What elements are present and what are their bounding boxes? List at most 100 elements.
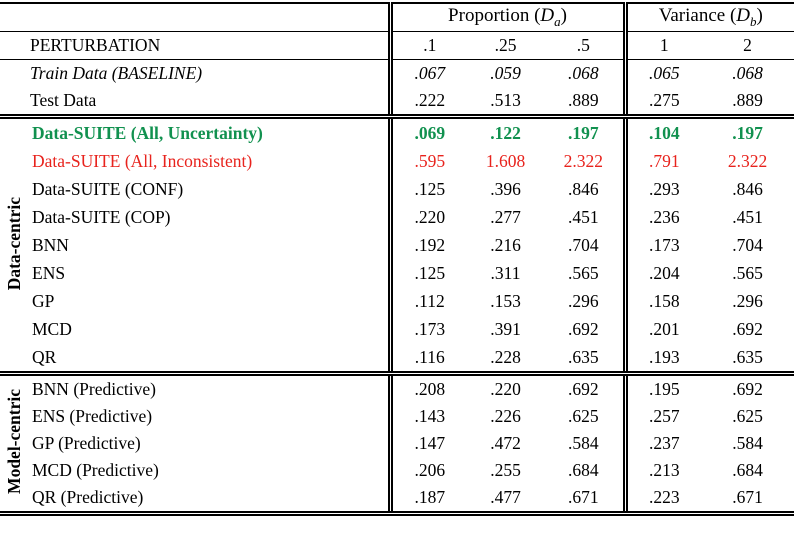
cell-value: .584 xyxy=(567,433,599,454)
row-label: PERTURBATION xyxy=(0,31,390,60)
cell-value: .311 xyxy=(490,262,521,283)
perturbation-row: PERTURBATION .1 .25 .5 1 2 xyxy=(0,31,794,60)
cell-value: .692 xyxy=(732,318,763,339)
cell-value: .206 xyxy=(387,457,467,484)
cell-value: .692 xyxy=(567,318,599,339)
cell-value: .396 xyxy=(490,178,521,199)
cell-value: .846 xyxy=(567,178,599,199)
variance-group-header: Variance (Db) xyxy=(622,2,794,32)
table-row-ens-predictive: ENS (Predictive) .143 .226 .625 .257 .62… xyxy=(0,403,794,430)
group-label-text: Data-centric xyxy=(3,196,24,290)
group-label-model-centric: Model-centric xyxy=(0,373,28,516)
cell-value: .635 xyxy=(544,343,626,376)
row-label: Data-SUITE (COP) xyxy=(32,206,171,227)
cell-value: .204 xyxy=(622,259,702,287)
cell-value: .472 xyxy=(490,433,521,454)
cell-value: .068 xyxy=(732,63,763,84)
proportion-close-paren: ) xyxy=(560,5,567,27)
cell-value: .513 xyxy=(467,87,544,119)
table-row-train-baseline: Train Data (BASELINE) .067 .059 .068 .06… xyxy=(0,59,794,87)
cell-value: .143 xyxy=(387,403,467,430)
cell-value: .226 xyxy=(490,406,521,427)
variance-math-var: D xyxy=(736,5,750,27)
cell-value: .625 xyxy=(732,406,763,427)
table-row-qr-predictive: QR (Predictive) .187 .477 .671 .223 .671 xyxy=(0,484,794,516)
cell-value: .692 xyxy=(732,379,763,400)
cell-value: .565 xyxy=(567,262,599,283)
row-label: MCD (Predictive) xyxy=(32,460,159,481)
cell-value: 2.322 xyxy=(727,150,768,171)
cell-value: .704 xyxy=(567,234,599,255)
cell-value: .684 xyxy=(567,460,599,481)
cell-value: .208 xyxy=(387,373,467,403)
cell-value: .595 xyxy=(387,147,467,175)
proportion-math-sub: a xyxy=(554,14,561,30)
cell-value: .257 xyxy=(622,403,702,430)
cell-value: .671 xyxy=(701,484,794,516)
cell-value: .846 xyxy=(732,178,763,199)
cell-value: .293 xyxy=(622,175,702,203)
cell-value: .187 xyxy=(387,484,467,516)
group-label-data-centric: Data-centric xyxy=(0,116,28,376)
row-label: Data-SUITE (CONF) xyxy=(32,178,184,199)
table-row-mcd-predictive: MCD (Predictive) .206 .255 .684 .213 .68… xyxy=(0,457,794,484)
cell-value: .059 xyxy=(490,63,521,84)
cell-value: .122 xyxy=(490,122,521,143)
table-row-ens: ENS .125 .311 .565 .204 .565 xyxy=(0,259,794,287)
proportion-label: Proportion ( xyxy=(448,5,541,27)
variance-math-sub: b xyxy=(750,14,757,30)
cell-value: .277 xyxy=(490,206,521,227)
cell-value: .069 xyxy=(387,116,467,147)
cell-value: .201 xyxy=(622,315,702,343)
cell-value: .228 xyxy=(467,343,544,376)
cell-value: .704 xyxy=(732,234,763,255)
table-row-datasuite-inconsistent: Data-SUITE (All, Inconsistent) .595 1.60… xyxy=(0,147,794,175)
cell-value: .104 xyxy=(622,116,702,147)
table-row-datasuite-conf: Data-SUITE (CONF) .125 .396 .846 .293 .8… xyxy=(0,175,794,203)
proportion-group-header: Proportion (Da) xyxy=(387,2,626,32)
row-label: GP xyxy=(32,290,55,311)
cell-value: .451 xyxy=(732,206,763,227)
row-label: QR (Predictive) xyxy=(28,484,390,516)
cell-value: .116 xyxy=(387,343,467,376)
cell-value: .065 xyxy=(622,59,702,87)
cell-value: .220 xyxy=(490,379,521,400)
variance-close-paren: ) xyxy=(756,5,763,27)
cell-value: .237 xyxy=(622,430,702,457)
cell-value: .5 xyxy=(544,31,626,60)
row-label: ENS (Predictive) xyxy=(32,406,153,427)
cell-value: .684 xyxy=(732,460,763,481)
table-row-gp: GP .112 .153 .296 .158 .296 xyxy=(0,287,794,315)
cell-value: .296 xyxy=(732,290,763,311)
table-row-datasuite-cop: Data-SUITE (COP) .220 .277 .451 .236 .45… xyxy=(0,203,794,231)
cell-value: .236 xyxy=(622,203,702,231)
row-label: BNN xyxy=(32,234,69,255)
cell-value: .565 xyxy=(732,262,763,283)
cell-value: .125 xyxy=(387,175,467,203)
cell-value: .25 xyxy=(467,31,544,60)
cell-value: .296 xyxy=(567,290,599,311)
empty-corner-cell xyxy=(0,2,390,32)
cell-value: .889 xyxy=(544,87,626,119)
cell-value: .068 xyxy=(567,63,599,84)
column-group-header-row: Proportion (Da) Variance (Db) xyxy=(0,2,794,32)
results-table: Proportion (Da) Variance (Db) PERTURBATI… xyxy=(0,2,794,516)
cell-value: .791 xyxy=(622,147,702,175)
cell-value: .223 xyxy=(622,484,702,516)
table-row-bnn-predictive: Model-centric BNN (Predictive) .208 .220… xyxy=(0,373,794,516)
cell-value: .275 xyxy=(622,87,702,119)
table-row-bnn: BNN .192 .216 .704 .173 .704 xyxy=(0,231,794,259)
table-row-gp-predictive: GP (Predictive) .147 .472 .584 .237 .584 xyxy=(0,430,794,457)
cell-value: .255 xyxy=(490,460,521,481)
proportion-math-var: D xyxy=(540,5,555,27)
cell-value: .451 xyxy=(567,206,599,227)
group-label-text: Model-centric xyxy=(3,389,24,495)
table-row-mcd: MCD .173 .391 .692 .201 .692 xyxy=(0,315,794,343)
cell-value: .692 xyxy=(567,379,599,400)
cell-value: .067 xyxy=(387,59,467,87)
cell-value: .220 xyxy=(387,203,467,231)
cell-value: 2 xyxy=(701,31,794,60)
cell-value: 1.608 xyxy=(485,150,526,171)
row-label: MCD xyxy=(32,318,72,339)
cell-value: .173 xyxy=(387,315,467,343)
